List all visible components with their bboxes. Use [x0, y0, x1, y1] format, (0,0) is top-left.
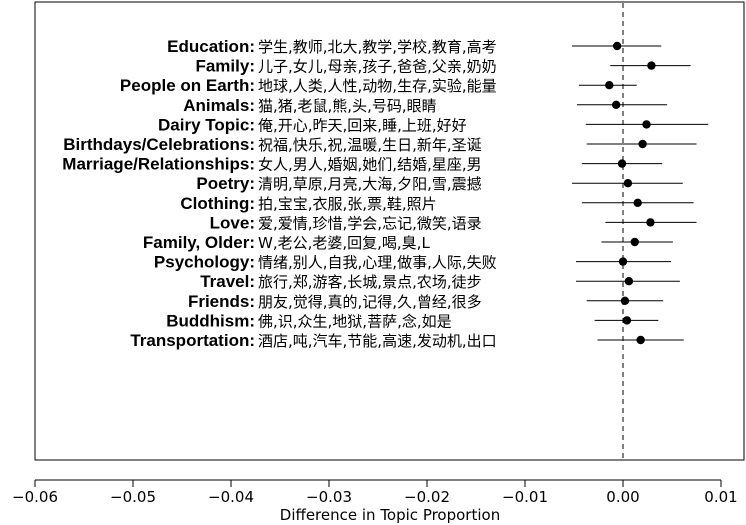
point-estimate: [623, 179, 633, 188]
topic-name: Animals:: [183, 96, 255, 115]
topic-name: Education:: [167, 37, 255, 56]
topic-name: Travel:: [200, 272, 255, 291]
points-layer: [572, 41, 709, 345]
point-estimate: [618, 257, 628, 266]
topic-name: Marriage/Relationships:: [62, 155, 255, 174]
topic-name: Family:: [195, 57, 255, 76]
topic-words: 酒店,吨,汽车,节能,高速,发动机,出口: [258, 332, 497, 350]
point-estimate: [605, 81, 614, 90]
x-tick-label: −0.05: [110, 488, 156, 506]
point-estimate: [642, 120, 651, 129]
point-estimate: [624, 277, 634, 286]
topic-words: 清明,草原,月亮,大海,夕阳,雪,震撼: [258, 175, 482, 193]
topic-words: 猫,猪,老鼠,熊,头,号码,眼睛: [258, 97, 437, 115]
x-axis: −0.06 −0.05 −0.04 −0.03 −0.02 −0.01 0.00 0.01: [12, 479, 738, 506]
topic-name: Dairy Topic:: [158, 115, 255, 134]
topic-words: 祝福,快乐,祝,温暖,生日,新年,圣诞: [258, 136, 482, 154]
point-estimate: [617, 159, 627, 168]
point-estimate: [633, 198, 642, 207]
topic-name: Family, Older:: [143, 233, 255, 252]
point-estimate: [638, 139, 647, 149]
point-estimate: [646, 218, 655, 227]
topic-name: Psychology:: [154, 253, 255, 272]
x-tick-label: −0.02: [404, 488, 450, 506]
topic-words: 女人,男人,婚姻,她们,结婚,星座,男: [258, 156, 482, 174]
x-tick-label: 0.01: [704, 488, 737, 506]
point-estimate: [636, 335, 645, 345]
topic-name: Clothing:: [180, 194, 255, 213]
point-estimate: [612, 41, 622, 51]
topic-words: 儿子,女儿,母亲,孩子,爸爸,父亲,奶奶: [258, 58, 497, 76]
topic-words: W,老公,老婆,回复,喝,臭,L: [258, 234, 430, 252]
topic-words: 旅行,郑,游客,长城,景点,农场,徒步: [258, 273, 482, 291]
plot-frame: [34, 1, 745, 461]
topic-name: Buddhism:: [166, 311, 255, 330]
topic-name: Friends:: [188, 292, 255, 311]
x-tick-label: −0.04: [208, 488, 254, 506]
topic-name: Love:: [210, 213, 255, 232]
topic-name: Poetry:: [196, 174, 255, 193]
topic-words: 爱,爱情,珍惜,学会,忘记,微笑,语录: [258, 214, 482, 232]
topic-words: 佛,识,众生,地狱,菩萨,念,如是: [258, 312, 452, 330]
x-axis-title: Difference in Topic Proportion: [280, 506, 500, 524]
x-tick-label: 0.00: [606, 488, 639, 506]
point-estimate: [620, 296, 630, 305]
point-estimate: [630, 237, 639, 247]
point-estimate: [611, 100, 621, 110]
x-tick-label: −0.06: [12, 488, 58, 506]
topic-words: 朋友,觉得,真的,记得,久,曾经,很多: [258, 293, 482, 311]
topic-words: 俺,开心,昨天,回来,睡,上班,好好: [258, 116, 467, 134]
x-tick-label: −0.01: [502, 488, 548, 506]
topic-words: 地球,人类,人性,动物,生存,实验,能量: [258, 77, 497, 95]
topic-name: Birthdays/Celebrations:: [63, 135, 255, 154]
x-tick-label: −0.03: [306, 488, 352, 506]
topic-name: People on Earth:: [120, 76, 255, 95]
topic-words: 学生,教师,北大,教学,学校,教育,高考: [258, 38, 497, 56]
topic-words: 情绪,别人,自我,心理,做事,人际,失败: [258, 254, 497, 272]
point-estimate: [647, 61, 656, 70]
topic-name: Transportation:: [130, 331, 255, 350]
point-estimate: [622, 316, 632, 325]
topic-words: 拍,宝宝,衣服,张,票,鞋,照片: [258, 195, 437, 213]
